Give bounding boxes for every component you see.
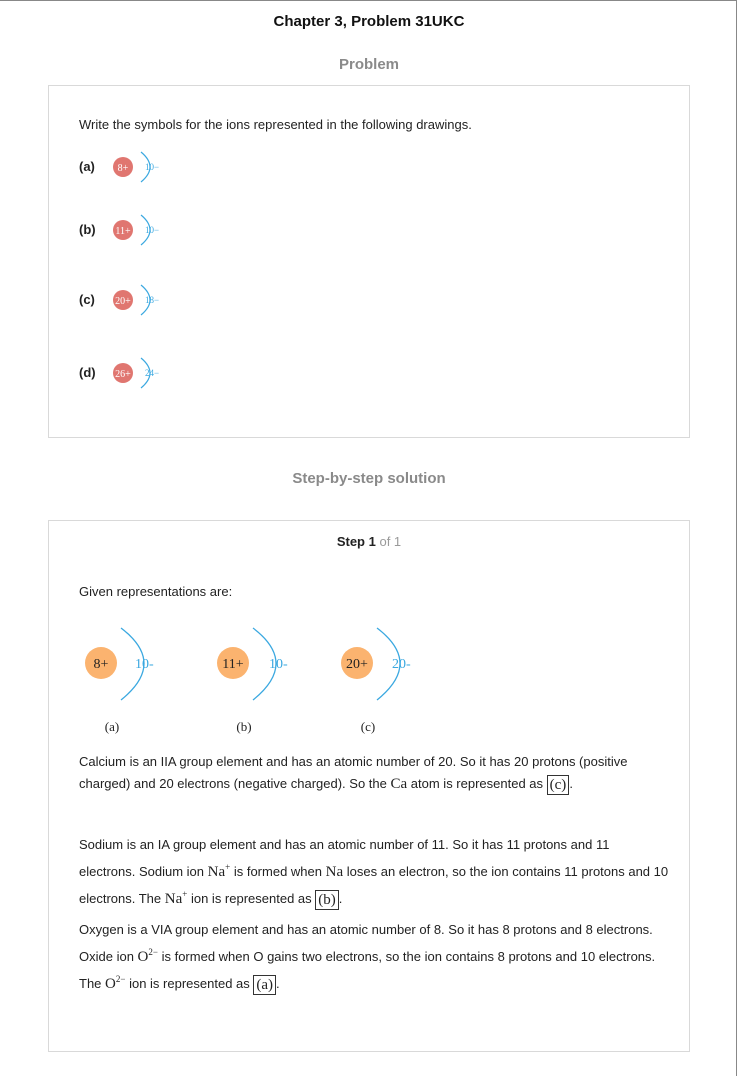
nucleus-charge-c: 20+ — [115, 296, 131, 307]
given-diagrams: 8+ 10- (a) 11+ 10- (b) 20+ 20- (c) — [85, 627, 411, 734]
ion-row-b: (b) 11+ 10− — [79, 211, 279, 251]
sodium-text-3: loses an electron, so the ion contains 1… — [79, 864, 669, 906]
step-heading: Step 1 of 1 — [49, 534, 689, 549]
given-diagram-c: 20+ 20- (c) — [341, 627, 411, 734]
shell-arc-c — [140, 284, 151, 316]
solution-card: Step 1 of 1 Given representations are: 8… — [48, 520, 690, 1052]
oxygen-text-3: ion is represented as — [129, 976, 250, 991]
given-nucleus-a — [85, 647, 117, 679]
oxide-ion-symbol-2: O — [105, 976, 116, 992]
given-nucleus-charge-b: 11+ — [222, 657, 243, 672]
oxide-ion-charge: 2− — [148, 947, 158, 957]
oxygen-answer-box: (a) — [253, 974, 277, 995]
given-shell-arc-c — [376, 627, 401, 701]
oxide-ion-charge-2: 2− — [115, 974, 126, 984]
sodium-ion-charge: + — [225, 862, 231, 872]
sodium-ion-formula: Na+ — [207, 862, 231, 880]
nucleus-charge-b: 11+ — [115, 226, 131, 237]
given-label-a: (a) — [105, 719, 119, 734]
oxygen-text-2: is formed when O gains two electrons, so… — [79, 949, 656, 991]
given-shell-arc-b — [252, 627, 277, 701]
ion-label-b: (b) — [79, 222, 96, 237]
sodium-ion-formula-2: Na+ — [164, 889, 188, 907]
calcium-paragraph: Calcium is an IIA group element and has … — [79, 754, 628, 795]
given-diagram-a: 8+ 10- (a) — [85, 627, 154, 734]
calcium-text-1: Calcium is an IIA group element and has … — [79, 754, 628, 791]
oxygen-paragraph: Oxygen is a VIA group element and has an… — [79, 922, 656, 995]
given-shell-charge-c: 20- — [392, 657, 411, 672]
oxide-ion-formula-2: O2− — [105, 974, 126, 992]
ion-row-c: (c) 20+ 18− — [79, 281, 279, 321]
nucleus-c — [113, 290, 133, 310]
sodium-ion-charge-2: + — [182, 889, 188, 899]
problem-text: Write the symbols for the ions represent… — [79, 117, 472, 132]
solution-heading: Step-by-step solution — [292, 470, 446, 487]
calcium-answer-box: (c) — [546, 774, 570, 795]
given-nucleus-charge-c: 20+ — [346, 657, 368, 672]
nucleus-charge-a: 8+ — [118, 163, 129, 174]
calcium-symbol: Ca — [390, 776, 408, 792]
shell-charge-c: 18− — [145, 295, 159, 305]
nucleus-d — [113, 363, 133, 383]
sodium-atom-symbol: Na — [325, 864, 344, 880]
shell-charge-a: 10− — [145, 162, 159, 172]
shell-arc-b — [140, 214, 151, 246]
step-number: Step 1 — [336, 534, 376, 549]
sodium-ion-symbol: Na — [207, 864, 226, 880]
sodium-text-4: ion is represented as — [190, 891, 312, 906]
oxide-ion-formula: O2− — [137, 947, 158, 965]
sodium-paragraph: Sodium is an IA group element and has an… — [79, 837, 669, 910]
nucleus-charge-d: 26+ — [115, 369, 131, 380]
nucleus-a — [113, 157, 133, 177]
calcium-text-2: atom is represented as — [410, 776, 544, 791]
problem-heading: Problem — [338, 56, 399, 73]
page-frame-right — [736, 0, 737, 1076]
ion-label-c: (c) — [79, 292, 95, 307]
shell-arc-d — [140, 357, 151, 389]
page-title: Chapter 3, Problem 31UKC — [273, 13, 465, 30]
shell-arc-a — [140, 151, 151, 183]
problem-card: Write the symbols for the ions represent… — [48, 85, 690, 438]
oxygen-text-1: Oxygen is a VIA group element and has an… — [79, 922, 653, 964]
ion-drawing-c: 20+ 18− — [113, 284, 159, 316]
given-label-c: (c) — [361, 719, 375, 734]
given-nucleus-b — [217, 647, 249, 679]
sodium-answer-box: (b) — [315, 889, 339, 910]
page-frame-top — [0, 0, 736, 1]
ion-label-a: (a) — [79, 159, 95, 174]
ion-drawing-a: 8+ 10− — [113, 151, 159, 183]
step-of: of 1 — [379, 534, 402, 549]
given-text: Given representations are: — [79, 584, 233, 599]
ion-drawing-b: 11+ 10− — [113, 214, 159, 246]
sodium-ion-symbol-2: Na — [164, 891, 183, 907]
given-shell-arc-a — [120, 627, 145, 701]
given-nucleus-charge-a: 8+ — [94, 657, 109, 672]
nucleus-b — [113, 220, 133, 240]
given-shell-charge-b: 10- — [269, 657, 288, 672]
shell-charge-b: 10− — [145, 225, 159, 235]
ion-drawing-d: 26+ 24− — [113, 357, 159, 389]
given-shell-charge-a: 10- — [135, 657, 154, 672]
given-nucleus-c — [341, 647, 373, 679]
shell-charge-d: 24− — [145, 368, 159, 378]
ion-row-a: (a) 8+ 10− — [79, 148, 279, 188]
sodium-text-1: Sodium is an IA group element and has an… — [79, 837, 610, 879]
given-diagram-b: 11+ 10- (b) — [217, 627, 288, 734]
ion-label-d: (d) — [79, 365, 96, 380]
sodium-text-2: is formed when — [233, 864, 322, 879]
ion-row-d: (d) 26+ 24− — [79, 354, 279, 394]
given-label-b: (b) — [236, 719, 251, 734]
oxide-ion-symbol: O — [137, 949, 149, 965]
